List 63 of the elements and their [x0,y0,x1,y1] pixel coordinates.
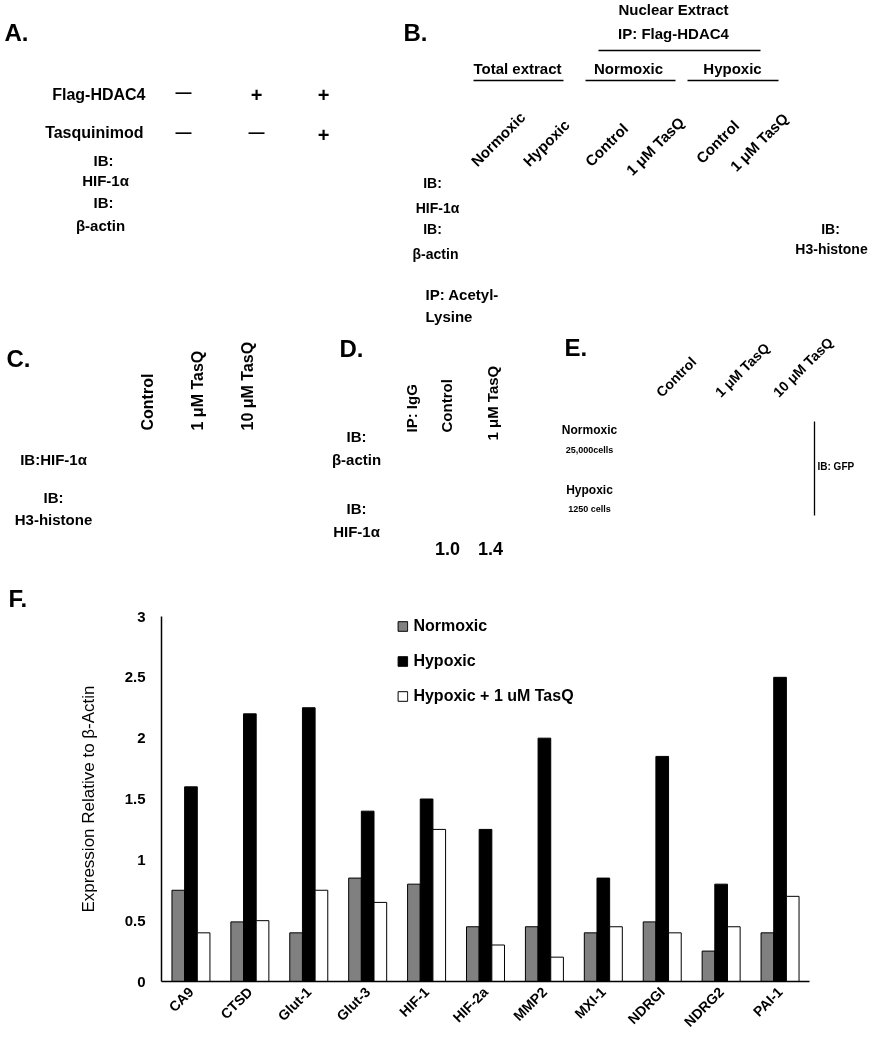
text: 1.0 [434,539,461,559]
text: IB: [43,489,64,506]
text: — [175,84,192,101]
text: A. [4,19,29,46]
text: C. [6,345,31,372]
text: IB: [423,174,442,191]
text: IB: [93,152,114,169]
text: + [250,83,263,106]
text: IB: GFP [817,461,855,472]
x-tick-label: CA9 [165,983,197,1015]
legend-label: Hypoxic + 1 uM TasQ [413,686,574,706]
text: HIF-1α [333,523,381,540]
y-tick-label: 3 [137,607,146,625]
text: 1 μM TasQ [189,350,206,431]
text: + [317,123,330,146]
text: 1 μM TasQ [484,365,501,441]
y-tick-label: 2 [137,729,146,747]
text: β-actin [75,217,126,234]
text: Tasquinimod [45,124,144,141]
text: 10 μM TasQ [239,341,256,431]
text: IB: [346,428,367,445]
text: + [317,83,330,106]
legend-label: Normoxic [413,616,488,636]
text: Lysine [425,308,473,325]
text: IB: [821,220,840,237]
text: IP: Acetyl- [425,286,499,303]
text: 25,000cells [565,444,614,455]
text: E. [564,334,588,361]
text: IB: [93,194,114,211]
text: Normoxic [593,60,664,77]
chart-title: F. [8,584,28,612]
text: Control [139,373,156,431]
text: HIF-1α [82,172,130,189]
text: H3-histone [795,240,868,257]
text: IB:HIF-1α [20,451,88,468]
y-tick-label: 2.5 [124,668,146,686]
text: Normoxic [561,422,618,437]
y-axis-title: Expression Relative to β-Actin [78,685,98,913]
text: B. [403,19,428,46]
text: H3-histone [14,511,93,528]
text: Flag-HDAC4 [52,86,146,103]
text: β-actin [331,451,382,468]
text: Control [438,379,455,433]
text: Total extract [473,60,562,77]
legend-label: Hypoxic [413,651,476,671]
text: 1.4 [477,539,504,559]
text: β-actin [412,245,459,262]
text: Hypoxic [703,60,762,77]
text: — [248,124,265,141]
text: IP: Flag-HDAC4 [618,25,730,42]
y-tick-label: 0 [137,972,146,990]
y-tick-label: 1 [137,850,146,868]
text: — [175,124,192,141]
text: IP: IgG [403,384,420,433]
y-tick-label: 0.5 [124,911,146,929]
text: Nuclear Extract [618,1,729,18]
text: IB: [423,220,442,237]
text: IB: [346,500,367,517]
text: D. [339,335,364,362]
y-tick-label: 1.5 [124,790,146,807]
text: Hypoxic [566,482,614,497]
text: HIF-1α [415,199,460,216]
text: 1250 cells [568,503,611,514]
